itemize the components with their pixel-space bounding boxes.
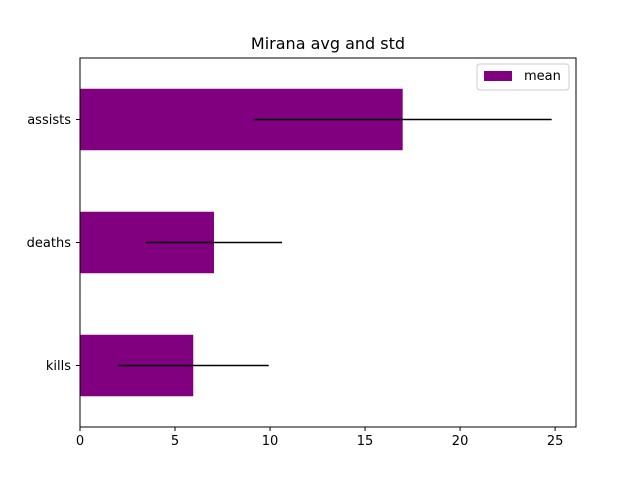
legend-label: mean bbox=[524, 69, 561, 84]
y-tick-label-kills: kills bbox=[46, 359, 71, 374]
error-bars-layer bbox=[117, 118, 552, 367]
legend-box bbox=[476, 63, 570, 91]
y-tick-label-assists: assists bbox=[27, 113, 71, 128]
y-tick-label-deaths: deaths bbox=[27, 236, 72, 251]
x-tick-label-25: 25 bbox=[547, 434, 564, 449]
legend-swatch bbox=[484, 71, 512, 81]
x-tick-label-20: 20 bbox=[452, 434, 469, 449]
x-tick-label-10: 10 bbox=[262, 434, 279, 449]
legend: mean bbox=[476, 63, 570, 91]
x-tick-label-5: 5 bbox=[171, 434, 179, 449]
x-axis: 0 5 10 15 20 25 bbox=[76, 427, 564, 449]
chart-title: Mirana avg and std bbox=[251, 34, 405, 53]
x-tick-label-15: 15 bbox=[357, 434, 374, 449]
x-tick-label-0: 0 bbox=[76, 434, 84, 449]
y-axis: kills deaths assists bbox=[27, 113, 80, 374]
